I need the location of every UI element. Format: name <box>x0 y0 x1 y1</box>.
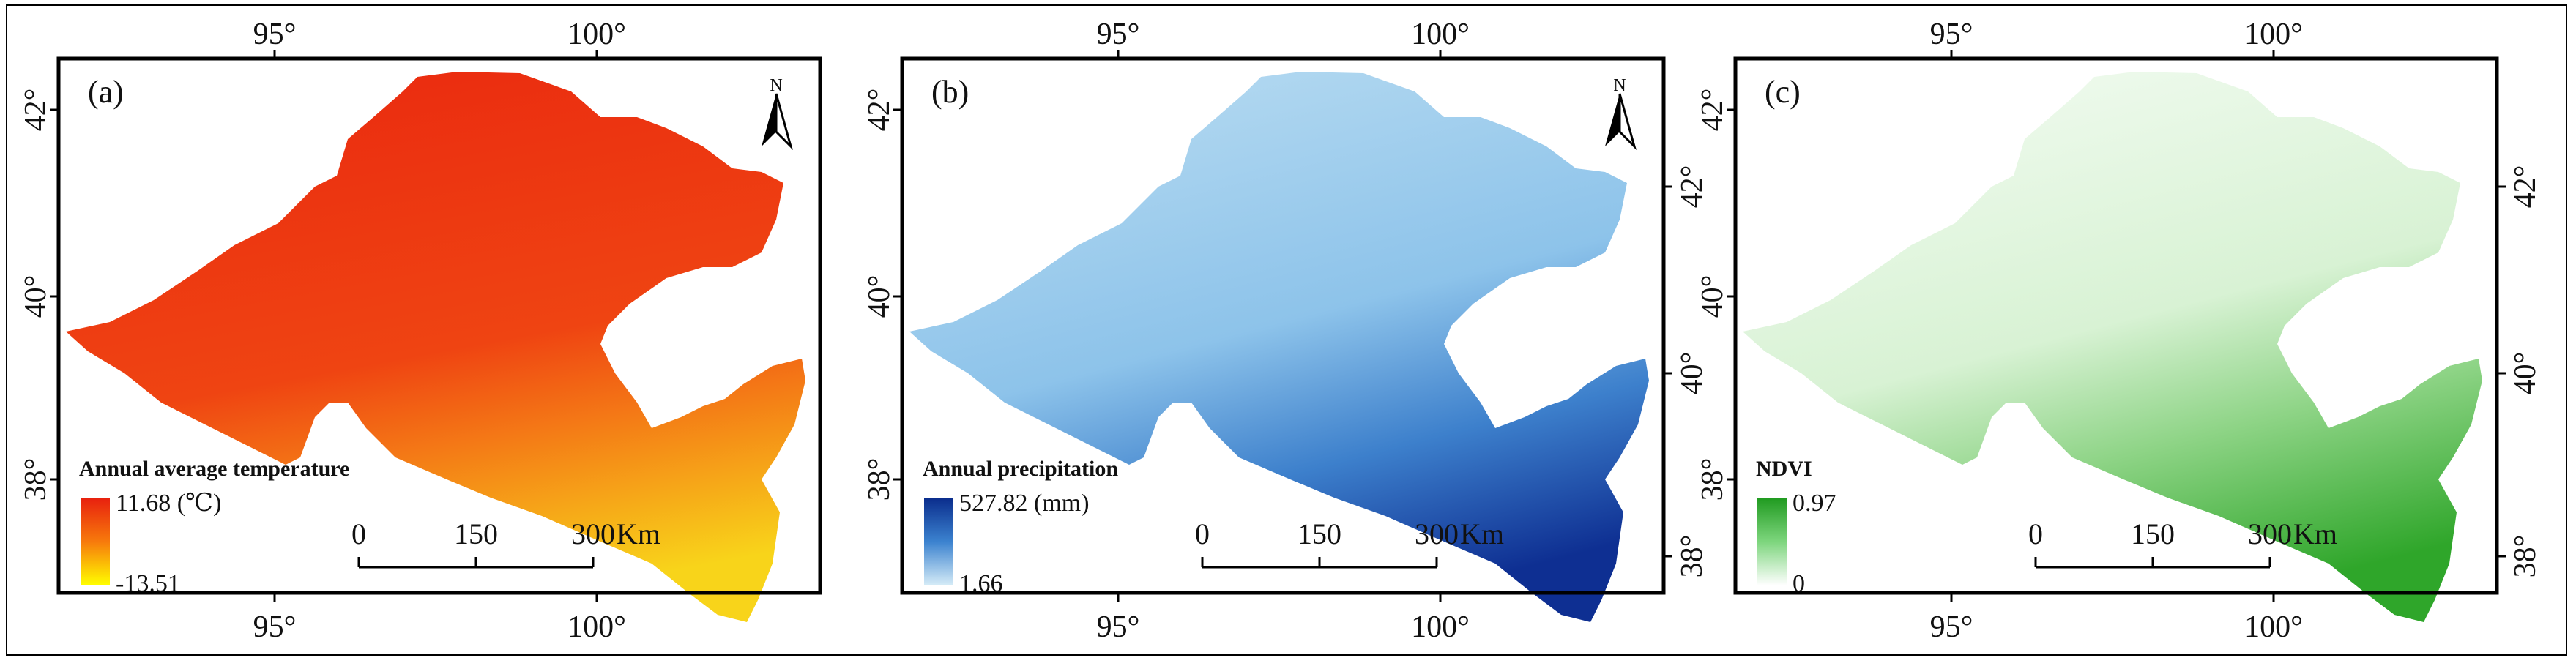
map-frame <box>900 56 1666 595</box>
longitude-tick-bottom: 100° <box>1411 610 1470 644</box>
scale-tick: 300 <box>571 517 615 550</box>
scale-unit: Km <box>1460 517 1504 550</box>
latitude-tick-right: 42° <box>1675 165 1709 209</box>
latitude-tick-right: 38° <box>2509 535 2542 578</box>
north-arrow-icon: N <box>1605 76 1637 151</box>
latitude-tick-left: 38° <box>863 458 896 501</box>
figure-frame <box>6 4 2567 656</box>
longitude-tick-bottom: 95° <box>1097 610 1140 644</box>
longitude-tick-bottom: 100° <box>567 610 626 644</box>
map-frame <box>1733 56 2499 595</box>
panel-label: (c) <box>1765 74 1801 110</box>
scale-tick: 150 <box>2131 517 2175 550</box>
panel-label: (b) <box>931 74 969 110</box>
latitude-tick-left: 40° <box>863 275 896 318</box>
legend-min: 1.66 <box>959 570 1003 597</box>
scale-tick: 0 <box>351 517 366 550</box>
map-panel-b: (b) 95° 100° 95° 100° 42° 40° 38° 42° 40° 38° N Annu… <box>863 18 1709 644</box>
latitude-tick-left: 42° <box>1696 89 1730 132</box>
longitude-tick-top: 95° <box>1097 18 1140 51</box>
longitude-tick-top: 95° <box>1930 18 1973 51</box>
longitude-tick-top: 100° <box>567 18 626 51</box>
legend-max: 527.82 (mm) <box>959 490 1090 517</box>
scale-tick: 300 <box>2248 517 2292 550</box>
map-panel-c: (c) 95° 100° 95° 100° 42° 40° 38° 42° 40° 38° NDVI 0… <box>1696 18 2542 644</box>
study-region <box>1743 72 2482 622</box>
longitude-tick-bottom: 95° <box>1930 610 1973 644</box>
legend-color-bar <box>81 498 110 585</box>
latitude-tick-left: 40° <box>19 275 53 318</box>
longitude-tick-bottom: 100° <box>2244 610 2303 644</box>
longitude-tick-top: 95° <box>253 18 297 51</box>
legend-title: Annual average temperature <box>79 457 349 481</box>
north-arrow-icon: N <box>762 76 793 151</box>
scale-tick: 150 <box>1298 517 1341 550</box>
study-region <box>909 72 1649 622</box>
latitude-tick-right: 42° <box>2509 165 2542 209</box>
map-frame <box>56 56 822 595</box>
legend-max: 11.68 (℃) <box>116 490 221 517</box>
longitude-tick-top: 100° <box>2244 18 2303 51</box>
scale-unit: Km <box>2293 517 2337 550</box>
map-panel-a: (a) 95° 100° 95° 100° 42° 40° 38° N Annual averag… <box>19 18 822 644</box>
north-label: N <box>770 76 782 95</box>
scale-unit: Km <box>617 517 660 550</box>
latitude-tick-left: 38° <box>19 458 53 501</box>
legend-min: -13.51 <box>116 570 180 597</box>
north-label: N <box>1613 76 1626 95</box>
study-region <box>66 72 805 622</box>
legend-title: NDVI <box>1756 457 1812 481</box>
latitude-tick-left: 42° <box>863 89 896 132</box>
panel-label: (a) <box>88 74 124 110</box>
legend-color-bar <box>1757 498 1787 585</box>
latitude-tick-right: 38° <box>1675 535 1709 578</box>
latitude-tick-left: 38° <box>1696 458 1730 501</box>
scale-tick: 0 <box>2028 517 2043 550</box>
latitude-tick-left: 42° <box>19 89 53 132</box>
scale-tick: 300 <box>1415 517 1459 550</box>
latitude-tick-right: 40° <box>1675 352 1709 395</box>
latitude-tick-right: 40° <box>2509 352 2542 395</box>
latitude-tick-left: 40° <box>1696 275 1730 318</box>
longitude-tick-top: 100° <box>1411 18 1470 51</box>
longitude-tick-bottom: 95° <box>253 610 297 644</box>
scale-tick: 150 <box>454 517 498 550</box>
legend-min: 0 <box>1793 570 1805 597</box>
legend-color-bar <box>924 498 953 585</box>
scale-tick: 0 <box>1195 517 1210 550</box>
legend-max: 0.97 <box>1793 490 1836 517</box>
legend-title: Annual precipitation <box>923 457 1118 481</box>
